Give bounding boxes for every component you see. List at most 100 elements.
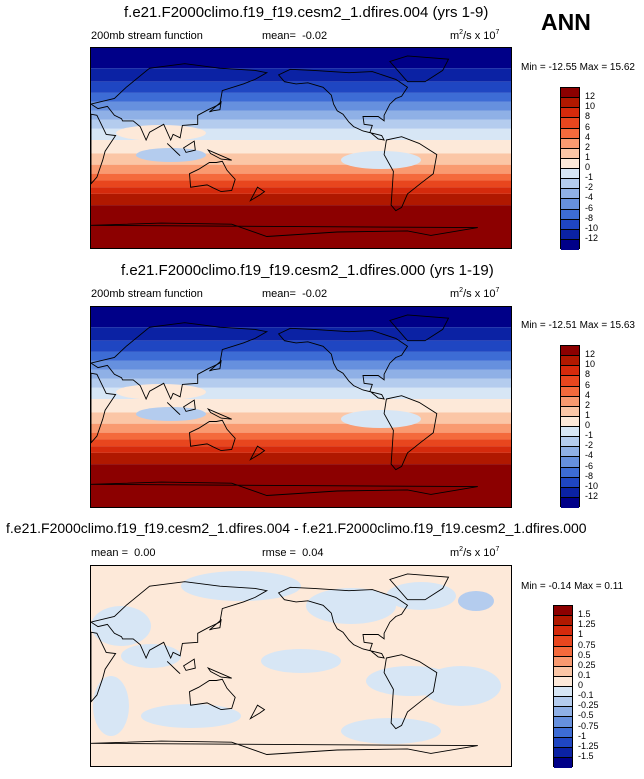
- contour-band: [91, 180, 511, 188]
- colorbar-tick-label: -1: [585, 430, 594, 441]
- contour-band: [91, 92, 511, 102]
- colorbar-tick-label: 0.75: [578, 639, 596, 650]
- coastline: [389, 314, 450, 342]
- colorbar-tick-label: -2: [585, 440, 594, 451]
- panel-1-units: m2/s x 107: [450, 29, 500, 42]
- colorbar-tick-label: 1: [578, 629, 584, 640]
- panel-3-map: [90, 565, 512, 767]
- colorbar-tick-label: -2: [585, 182, 594, 193]
- colorbar-cell: [561, 487, 579, 498]
- colorbar-tick-label: 8: [585, 369, 591, 380]
- colorbar-tick-label: 0: [585, 162, 591, 172]
- colorbar-cell: [554, 646, 572, 657]
- colorbar-tick-label: -1.25: [578, 740, 599, 751]
- colorbar-cell: [561, 199, 579, 210]
- coastline: [249, 186, 266, 202]
- contour-blob: [341, 718, 441, 744]
- colorbar-cell: [561, 457, 579, 468]
- contour-band: [91, 164, 511, 174]
- colorbar-tick-label: -8: [585, 212, 594, 223]
- coastline: [249, 445, 266, 461]
- colorbar-cell: [554, 676, 572, 687]
- panel-3-rmse-label: rmse = 0.04: [262, 547, 323, 559]
- colorbar-tick-label: 1.5: [578, 609, 591, 620]
- coastline: [183, 140, 196, 153]
- contour-band: [91, 307, 511, 328]
- contour-band: [91, 351, 511, 361]
- colorbar-cell: [561, 427, 579, 438]
- colorbar-cell: [554, 737, 572, 748]
- contour-blob: [261, 649, 341, 673]
- colorbar-tick-label: -1: [585, 172, 594, 183]
- colorbar-cell: [554, 626, 572, 637]
- coastline: [189, 678, 236, 711]
- colorbar-cell: [561, 229, 579, 240]
- colorbar-tick-label: -8: [585, 470, 594, 481]
- panel-1-mean-value: -0.02: [302, 30, 328, 42]
- colorbar-tick-label: 0: [578, 680, 584, 690]
- contour-band: [91, 81, 511, 93]
- colorbar-tick-label: 0: [585, 420, 591, 430]
- coastline: [166, 661, 181, 675]
- panel-1-mean-label: mean= -0.02: [262, 30, 327, 42]
- colorbar-tick-label: 1: [585, 409, 591, 420]
- colorbar-cell: [561, 158, 579, 169]
- contour-band: [91, 327, 511, 341]
- colorbar-tick-label: -0.1: [578, 690, 594, 701]
- coastline: [189, 419, 236, 452]
- colorbar-tick-label: 2: [585, 141, 591, 152]
- coastline: [383, 136, 438, 212]
- panel-3-rmse-key: rmse =: [262, 547, 296, 559]
- colorbar-tick-label: 6: [585, 121, 591, 132]
- colorbar-cell: [561, 406, 579, 417]
- colorbar-cell: [561, 497, 579, 508]
- colorbar-cell: [561, 138, 579, 149]
- colorbar-tick-label: -1.5: [578, 750, 594, 761]
- colorbar-tick-label: -0.5: [578, 710, 594, 721]
- panel-3-range: Min = -0.14 Max = 0.11: [521, 581, 624, 592]
- colorbar-cell: [561, 437, 579, 448]
- coastline: [91, 631, 117, 703]
- panel-1-map: [90, 47, 512, 249]
- colorbar-tick-label: -10: [585, 480, 599, 491]
- panel-1-colorbar: [560, 87, 580, 250]
- colorbar-tick-label: 12: [585, 91, 596, 102]
- contour-band: [91, 446, 511, 453]
- colorbar-cell: [554, 606, 572, 617]
- contour-blob: [341, 151, 421, 169]
- colorbar-cell: [561, 396, 579, 407]
- panel-3-rmse-value: 0.04: [302, 547, 324, 559]
- contour-blob: [141, 704, 241, 728]
- colorbar-cell: [561, 239, 579, 250]
- contour-blob: [458, 591, 494, 611]
- coastline: [91, 581, 269, 660]
- coastline: [277, 327, 409, 400]
- contour-blob: [181, 571, 301, 601]
- panel-3-colorbar: [553, 605, 573, 768]
- colorbar-cell: [561, 148, 579, 159]
- season-label: ANN: [541, 9, 591, 35]
- panel-2-range: Min = -12.51 Max = 15.63: [521, 320, 635, 331]
- panel-3-mean-label: mean = 0.00: [91, 547, 156, 559]
- colorbar-cell: [554, 656, 572, 667]
- panel-1-range: Min = -12.55 Max = 15.62: [521, 62, 635, 73]
- panel-3-mean-key: mean =: [91, 547, 128, 559]
- contour-band: [91, 128, 511, 141]
- contour-blob: [306, 588, 396, 624]
- contour-band: [91, 173, 511, 181]
- colorbar-tick-label: -0.25: [578, 700, 599, 711]
- coastline: [91, 322, 269, 401]
- colorbar-tick-label: 10: [585, 101, 596, 112]
- colorbar-tick-label: 4: [585, 389, 591, 400]
- coastline: [389, 55, 450, 83]
- contour-band: [91, 48, 511, 69]
- colorbar-cell: [561, 189, 579, 200]
- colorbar-tick-label: 1: [585, 151, 591, 162]
- colorbar-tick-label: -0.75: [578, 720, 599, 731]
- colorbar-cell: [554, 717, 572, 728]
- colorbar-cell: [561, 346, 579, 357]
- colorbar-tick-label: 8: [585, 111, 591, 122]
- colorbar-cell: [561, 108, 579, 119]
- colorbar-cell: [554, 727, 572, 738]
- panel-2-mean-label: mean= -0.02: [262, 288, 327, 300]
